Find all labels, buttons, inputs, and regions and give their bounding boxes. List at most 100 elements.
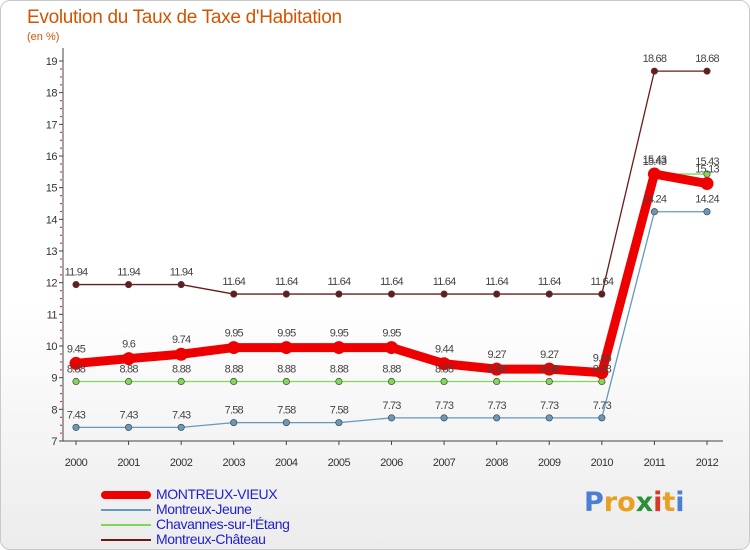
data-label: 11.64 (275, 276, 298, 288)
data-point (545, 414, 553, 422)
series-markers (69, 67, 714, 431)
axes: 7 8 9 10 11 12 13 14 15 16 17 18 19 2000 2001 2002 2003 2… (46, 48, 723, 469)
x-tick-label: 2002 (170, 457, 193, 469)
data-label: 7.43 (119, 409, 138, 421)
data-point (230, 290, 238, 298)
x-tick-label: 2001 (117, 457, 140, 469)
data-label: 8.88 (435, 363, 454, 375)
data-label: 8.88 (119, 363, 138, 375)
data-point (332, 341, 346, 355)
x-tick-label: 2003 (223, 457, 246, 469)
data-point (490, 362, 504, 376)
data-label: 8.88 (67, 363, 86, 375)
y-tick-label: 13 (46, 246, 58, 258)
data-labels: 11.94 11.94 11.94 11.64 11.64 11.64 11.64 11.64… (65, 53, 721, 421)
y-minor-tick (60, 266, 62, 268)
y-minor-tick (60, 424, 62, 426)
data-point (437, 357, 451, 371)
y-minor-tick (60, 147, 62, 149)
data-point (282, 377, 290, 386)
logo-letter: r (603, 487, 618, 518)
y-tick-label: 7 (51, 436, 57, 448)
data-label: 9.6 (122, 339, 136, 351)
data-point (650, 67, 658, 75)
data-label: 11.94 (117, 267, 140, 279)
x-tick-label: 2005 (328, 457, 351, 469)
x-tick-label: 2008 (485, 457, 508, 469)
data-point (72, 377, 80, 386)
data-point (177, 281, 185, 289)
x-tick-label: 2006 (380, 457, 403, 469)
data-label: 15.43 (695, 156, 719, 168)
data-point (177, 423, 185, 431)
data-point (493, 414, 501, 422)
data-point (387, 414, 396, 422)
y-minor-tick (60, 298, 62, 300)
y-minor-tick (60, 416, 62, 418)
data-point (335, 419, 343, 427)
data-label: 11.64 (328, 276, 351, 288)
data-point (647, 167, 661, 181)
data-point (598, 414, 606, 422)
data-point (703, 67, 711, 75)
data-label: 7.43 (172, 409, 191, 421)
data-label: 7.73 (435, 400, 454, 412)
proxiti-logo: Proxiti (584, 487, 685, 518)
y-minor-tick (60, 203, 62, 205)
data-label: 7.58 (330, 405, 349, 417)
legend-label: Montreux-Château (156, 531, 266, 547)
data-point (230, 377, 238, 386)
y-tick-label: 11 (47, 309, 58, 321)
y-minor-tick (60, 385, 62, 387)
y-minor-tick (60, 432, 62, 434)
y-minor-tick (60, 361, 62, 363)
data-point (279, 341, 293, 355)
data-point (493, 290, 501, 298)
y-tick-label: 15 (46, 183, 58, 195)
data-point (598, 290, 606, 298)
data-label: 11.64 (590, 276, 613, 288)
y-minor-tick (60, 242, 62, 244)
logo-letter: o (617, 487, 636, 518)
data-label: 7.73 (593, 400, 612, 412)
y-minor-tick (60, 179, 62, 181)
data-point (125, 377, 133, 386)
y-minor-tick (60, 76, 62, 78)
data-label: 8.88 (330, 363, 349, 375)
data-point (230, 419, 238, 427)
logo-letter: P (584, 487, 604, 518)
data-label: 8.88 (277, 363, 296, 375)
data-label: 11.94 (170, 267, 193, 279)
data-point (177, 377, 185, 386)
y-tick-label: 10 (46, 341, 58, 353)
legend-swatch (101, 491, 151, 499)
data-point (174, 347, 188, 361)
data-label: 9.27 (488, 349, 507, 361)
data-label: 7.73 (488, 400, 507, 412)
data-label: 9.45 (67, 343, 86, 355)
data-label: 14.24 (643, 194, 667, 206)
data-label: 9.44 (435, 344, 454, 356)
data-point (335, 290, 343, 298)
data-point (542, 362, 556, 376)
logo-letter: i (675, 487, 685, 518)
y-minor-tick (60, 84, 62, 86)
y-minor-tick (60, 329, 62, 331)
data-label: 8.88 (488, 363, 507, 375)
data-label: 11.64 (433, 276, 456, 288)
y-minor-tick (60, 131, 62, 133)
y-minor-tick (60, 393, 62, 395)
y-tick-label: 14 (46, 214, 58, 226)
data-point (387, 377, 396, 386)
y-minor-tick (60, 68, 62, 70)
x-tick-label: 2011 (644, 457, 666, 469)
data-label: 9.95 (382, 328, 401, 340)
data-label: 9.95 (225, 328, 244, 340)
x-tick-label: 2009 (538, 457, 561, 469)
data-point (598, 377, 606, 386)
legend-label: MONTREUX-VIEUX (156, 486, 278, 502)
data-point (125, 281, 133, 289)
data-point (440, 414, 448, 422)
data-point (335, 377, 343, 386)
legend-swatch (101, 509, 151, 511)
